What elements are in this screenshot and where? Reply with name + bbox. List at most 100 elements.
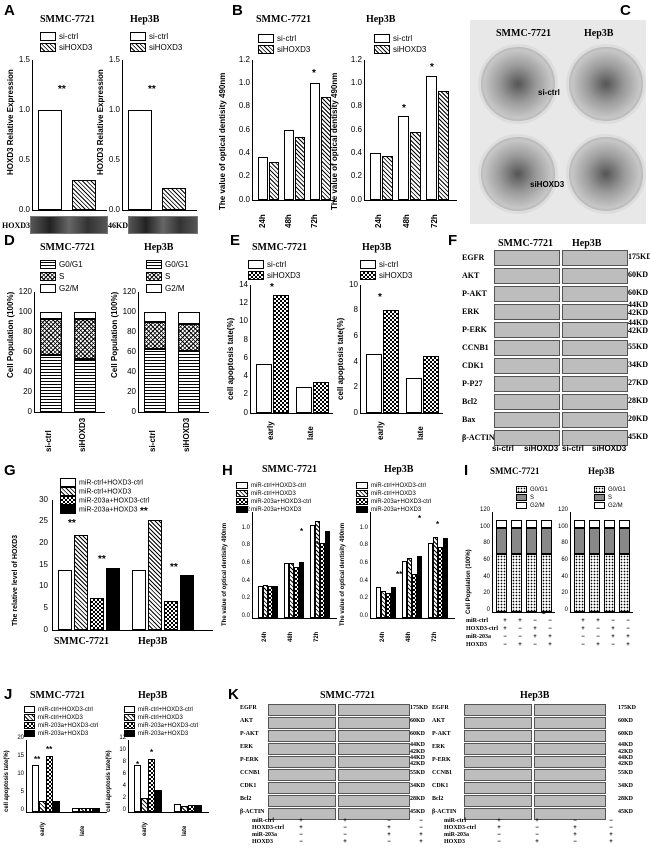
condition-sign: + bbox=[609, 832, 613, 838]
y-tick: 20 bbox=[39, 538, 48, 547]
x-tick: late bbox=[416, 426, 425, 440]
significance-mark: * bbox=[300, 527, 304, 536]
bar-sihoxd3 bbox=[72, 180, 96, 210]
western-blot-band bbox=[464, 756, 532, 768]
western-blot-band bbox=[494, 340, 560, 356]
stack-segment bbox=[604, 520, 615, 528]
y-tick: 120 bbox=[122, 287, 136, 296]
western-blot-band bbox=[268, 808, 336, 820]
bar-h bbox=[284, 563, 289, 618]
blot-row-label: Bax bbox=[462, 415, 476, 424]
condition-sign: + bbox=[573, 825, 577, 831]
condition-sign: − bbox=[299, 839, 303, 845]
y-tick: 80 bbox=[561, 540, 568, 546]
y-tick: 1.5 bbox=[108, 55, 120, 64]
y-tick: 8 bbox=[243, 335, 248, 344]
bar-h bbox=[381, 591, 386, 618]
y-tick: 60 bbox=[561, 557, 568, 563]
bar-si-ctrl-early bbox=[256, 364, 272, 413]
panel-d-title-smmc: SMMC-7721 bbox=[40, 242, 95, 253]
x-tick: 48h bbox=[288, 631, 294, 642]
western-blot-band bbox=[338, 756, 410, 768]
condition-sign: − bbox=[343, 825, 347, 831]
y-tick: 0.5 bbox=[108, 155, 120, 164]
condition-sign: − bbox=[581, 634, 585, 640]
panel-i-title-smmc: SMMC-7721 bbox=[490, 466, 540, 476]
blot-kd-label: 45KD bbox=[628, 432, 648, 441]
significance-mark: ** bbox=[34, 755, 41, 764]
legend-g0g1: G0/G1 bbox=[594, 486, 626, 493]
legend-g4: miR-203a+HOXD3 bbox=[24, 730, 88, 737]
blot-kd-label: 28KD bbox=[410, 796, 425, 802]
western-blot-band bbox=[464, 808, 532, 820]
western-blot-band bbox=[338, 704, 410, 716]
condition-sign: + bbox=[609, 839, 613, 845]
stack-segment bbox=[604, 528, 615, 554]
western-blot-band bbox=[494, 412, 560, 428]
condition-sign: − bbox=[573, 839, 577, 845]
condition-label: miR-ctrl bbox=[444, 818, 466, 824]
y-tick: 10 bbox=[349, 280, 358, 289]
panel-h-axis-smmc bbox=[252, 512, 337, 619]
y-tick: 80 bbox=[483, 540, 490, 546]
blot-row-label: ERK bbox=[240, 744, 254, 750]
y-tick: 1.0 bbox=[350, 78, 362, 87]
western-blot-band bbox=[268, 769, 336, 781]
condition-sign: + bbox=[548, 642, 552, 648]
legend-g3: miR-203a+HOXD3-ctrl bbox=[60, 496, 149, 505]
bar-sihoxd3-late bbox=[313, 382, 329, 413]
legend-s: S bbox=[594, 494, 612, 501]
y-tick: 10 bbox=[239, 316, 248, 325]
bar-j bbox=[39, 801, 46, 812]
x-tick: siHOXD3 bbox=[182, 417, 191, 452]
y-tick: 60 bbox=[483, 557, 490, 563]
condition-sign: + bbox=[299, 825, 303, 831]
western-blot-band bbox=[268, 717, 336, 729]
condition-sign: + bbox=[419, 832, 423, 838]
western-blot-band bbox=[464, 782, 532, 794]
lane-label: si-ctrl bbox=[492, 444, 514, 453]
bar-h bbox=[258, 586, 263, 618]
stack-g0g1 bbox=[144, 349, 166, 412]
blot-row-label: CDK1 bbox=[432, 783, 449, 789]
stack-g2m bbox=[74, 312, 96, 319]
y-tick: 0.0 bbox=[350, 195, 362, 204]
blot-row-label: EGFR bbox=[462, 253, 485, 262]
y-tick: 20 bbox=[561, 590, 568, 596]
stack-g2m bbox=[144, 312, 166, 322]
y-tick: 120 bbox=[479, 507, 490, 513]
blot-kd-label: 34KD bbox=[618, 783, 633, 789]
condition-sign: − bbox=[611, 618, 615, 624]
panel-f-title-smmc: SMMC-7721 bbox=[498, 238, 553, 249]
y-tick: 0 bbox=[122, 807, 126, 813]
condition-sign: + bbox=[596, 618, 600, 624]
legend-g3: miR-203a+HOXD3-ctrl bbox=[356, 498, 431, 505]
bar-g4-hep3b bbox=[180, 575, 194, 630]
blot-kd-label: 44KD bbox=[618, 755, 633, 761]
y-tick: 14 bbox=[239, 280, 248, 289]
bar-j bbox=[134, 765, 141, 812]
stack-segment bbox=[511, 520, 522, 528]
bar-h bbox=[391, 587, 396, 618]
y-axis-label: The value of optical dentisity 490nm bbox=[340, 522, 346, 626]
condition-sign: − bbox=[343, 832, 347, 838]
x-tick: early bbox=[376, 421, 385, 440]
western-blot-band bbox=[562, 412, 628, 428]
western-blot-band bbox=[562, 376, 628, 392]
colony-dish bbox=[566, 44, 646, 124]
x-tick: siHOXD3 bbox=[78, 417, 87, 452]
x-tick: 72h bbox=[430, 214, 439, 228]
legend-g2m: G2/M bbox=[40, 284, 79, 294]
blot-row-label: CCNB1 bbox=[462, 343, 489, 352]
legend-sihoxd3: siHOXD3 bbox=[248, 271, 300, 281]
y-tick: 120 bbox=[557, 507, 568, 513]
condition-sign: + bbox=[535, 839, 539, 845]
legend-g3: miR-203a+HOXD3-ctrl bbox=[236, 498, 311, 505]
y-tick: 1.5 bbox=[18, 55, 30, 64]
stack-s bbox=[74, 319, 96, 359]
y-tick: 60 bbox=[127, 347, 136, 356]
bar-h bbox=[386, 593, 391, 618]
condition-sign: − bbox=[533, 618, 537, 624]
y-tick: 5 bbox=[20, 789, 24, 795]
stack-segment bbox=[574, 528, 585, 554]
